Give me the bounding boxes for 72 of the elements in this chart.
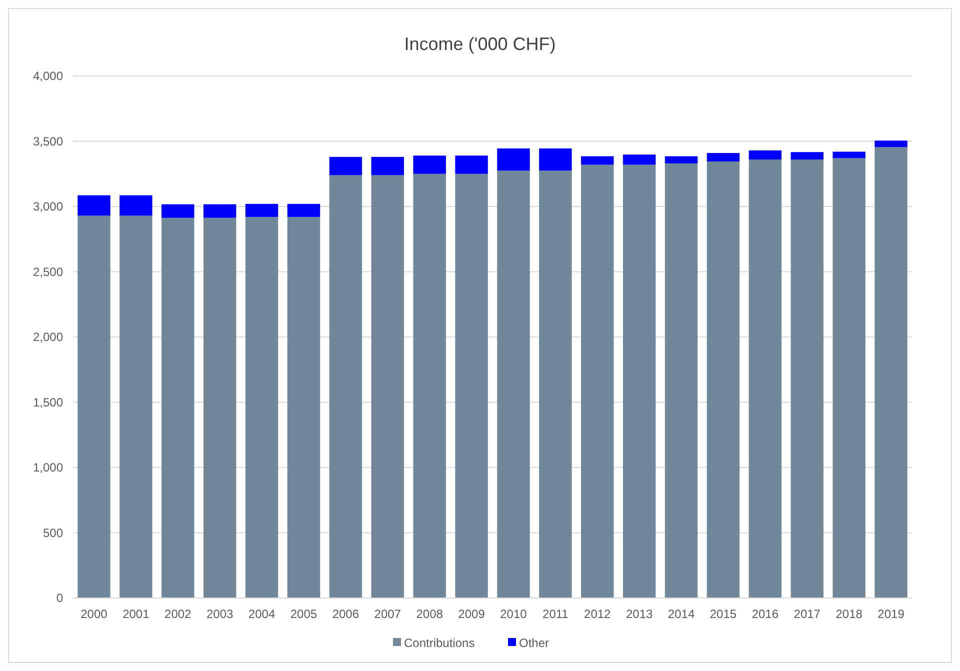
bar — [455, 156, 488, 174]
x-tick-label: 2010 — [500, 607, 528, 621]
bar — [748, 160, 782, 598]
x-tick-label: 2009 — [458, 607, 486, 621]
bar — [874, 147, 908, 598]
y-tick-label: 1,000 — [32, 460, 64, 475]
bar — [664, 163, 698, 598]
bar — [581, 164, 614, 598]
x-tick-label: 2012 — [584, 607, 612, 621]
x-tick-label: 2013 — [626, 607, 653, 621]
bar — [162, 218, 194, 598]
y-tick-label: 2,000 — [32, 330, 64, 344]
bar — [78, 216, 110, 598]
legend-label: Other — [519, 636, 550, 650]
y-tick-label: 500 — [42, 526, 64, 540]
bar — [203, 204, 236, 218]
bar — [203, 218, 236, 598]
legend-label: Contributions — [404, 636, 475, 650]
bar — [413, 156, 446, 174]
bar — [748, 150, 782, 160]
bar — [329, 156, 362, 176]
bar — [78, 195, 110, 216]
bar — [622, 154, 656, 165]
x-tick-label: 2002 — [164, 607, 192, 621]
bar — [287, 216, 320, 598]
x-tick-label: 2018 — [836, 607, 863, 621]
bar — [245, 216, 278, 598]
bar — [539, 170, 572, 598]
x-tick-label: 2017 — [794, 607, 821, 621]
x-tick-label: 2011 — [542, 607, 569, 621]
y-tick-label: 4,000 — [32, 69, 64, 84]
bar — [162, 204, 194, 218]
x-tick-label: 2019 — [878, 607, 905, 621]
bar — [371, 175, 404, 598]
x-tick-label: 2004 — [248, 607, 276, 621]
bar — [413, 174, 446, 598]
x-tick-label: 2000 — [80, 607, 108, 621]
bar — [287, 204, 320, 217]
x-tick-label: 2014 — [668, 607, 695, 621]
bar — [371, 156, 404, 176]
y-tick-label: 2,500 — [32, 264, 64, 279]
y-tick-label: 0 — [56, 591, 64, 606]
bar — [329, 175, 362, 598]
bar — [790, 152, 824, 160]
bar — [245, 204, 278, 217]
bar — [706, 161, 740, 598]
bar — [120, 216, 152, 598]
bar — [706, 152, 740, 162]
x-tick-label: 2007 — [374, 607, 402, 621]
x-tick-label: 2003 — [206, 607, 234, 621]
x-tick-label: 2001 — [122, 607, 150, 621]
y-tick-label: 1,500 — [32, 395, 64, 410]
bar — [664, 156, 698, 164]
bar — [120, 195, 152, 216]
y-tick-label: 3,000 — [32, 200, 64, 214]
x-tick-label: 2005 — [290, 607, 318, 621]
bar — [539, 148, 572, 171]
bar — [497, 170, 530, 598]
bar — [622, 164, 656, 598]
x-tick-label: 2006 — [332, 607, 360, 621]
x-tick-label: 2016 — [752, 607, 779, 621]
y-tick-label: 3,500 — [32, 134, 64, 148]
x-tick-label: 2008 — [416, 607, 444, 621]
bar — [874, 140, 908, 148]
bar — [581, 156, 614, 165]
bar — [455, 174, 488, 598]
x-tick-label: 2015 — [710, 607, 737, 621]
bar — [790, 160, 824, 598]
bar — [497, 148, 530, 171]
chart-title: Income ('000 CHF) — [404, 34, 556, 54]
bar — [832, 152, 866, 158]
bar — [832, 158, 866, 598]
